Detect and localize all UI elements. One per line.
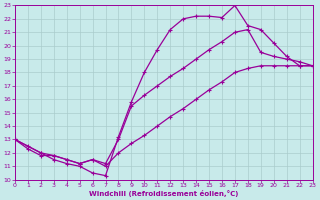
X-axis label: Windchill (Refroidissement éolien,°C): Windchill (Refroidissement éolien,°C) <box>89 190 238 197</box>
